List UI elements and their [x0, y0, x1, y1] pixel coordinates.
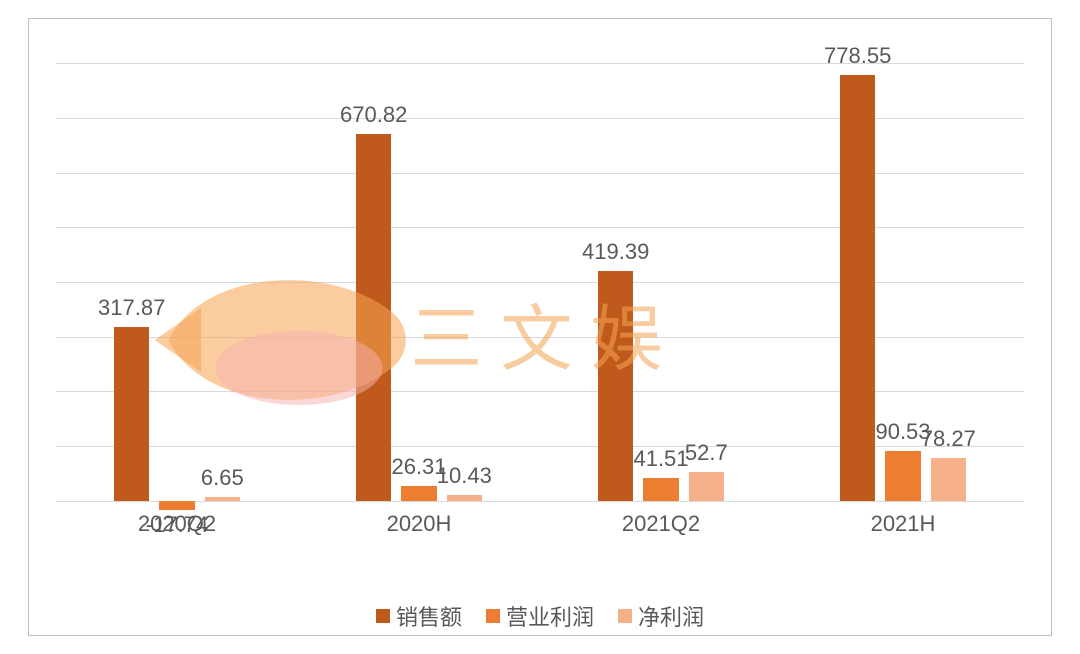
value-label: 670.82: [340, 102, 407, 128]
category-label: 2020H: [387, 511, 452, 537]
legend-item-net_profit: 净利润: [618, 600, 704, 632]
bar-net_profit: [689, 472, 724, 501]
legend-item-sales: 销售额: [376, 600, 462, 632]
gridline: [56, 173, 1024, 174]
gridline: [56, 446, 1024, 447]
value-label: 419.39: [582, 239, 649, 265]
legend-label: 营业利润: [506, 600, 594, 632]
bar-net_profit: [205, 497, 240, 501]
legend-swatch: [376, 609, 390, 623]
bar-op_profit: [401, 486, 436, 500]
legend-label: 净利润: [638, 600, 704, 632]
value-label: 10.43: [437, 463, 492, 489]
value-label: 317.87: [98, 295, 165, 321]
bar-op_profit: [885, 451, 920, 500]
legend: 销售额 营业利润 净利润: [28, 600, 1052, 632]
bar-net_profit: [447, 495, 482, 501]
bar-op_profit: [643, 478, 678, 501]
legend-swatch: [486, 609, 500, 623]
value-label: 41.51: [633, 446, 688, 472]
category-label: 2021H: [871, 511, 936, 537]
legend-swatch: [618, 609, 632, 623]
gridline: [56, 118, 1024, 119]
category-label: 2020Q2: [138, 511, 216, 537]
gridline: [56, 227, 1024, 228]
bar-sales: [356, 134, 391, 501]
bar-net_profit: [931, 458, 966, 501]
legend-label: 销售额: [396, 600, 462, 632]
category-label: 2021Q2: [622, 511, 700, 537]
legend-item-op_profit: 营业利润: [486, 600, 594, 632]
watermark-text: 三文娱: [410, 280, 680, 385]
gridline: [56, 391, 1024, 392]
value-label: 778.55: [824, 43, 891, 69]
value-label: 52.7: [685, 440, 728, 466]
value-label: 6.65: [201, 465, 244, 491]
bar-sales: [840, 75, 875, 501]
bar-sales: [114, 327, 149, 501]
bar-op_profit: [159, 501, 194, 511]
baseline: [56, 501, 1024, 502]
value-label: 78.27: [921, 426, 976, 452]
